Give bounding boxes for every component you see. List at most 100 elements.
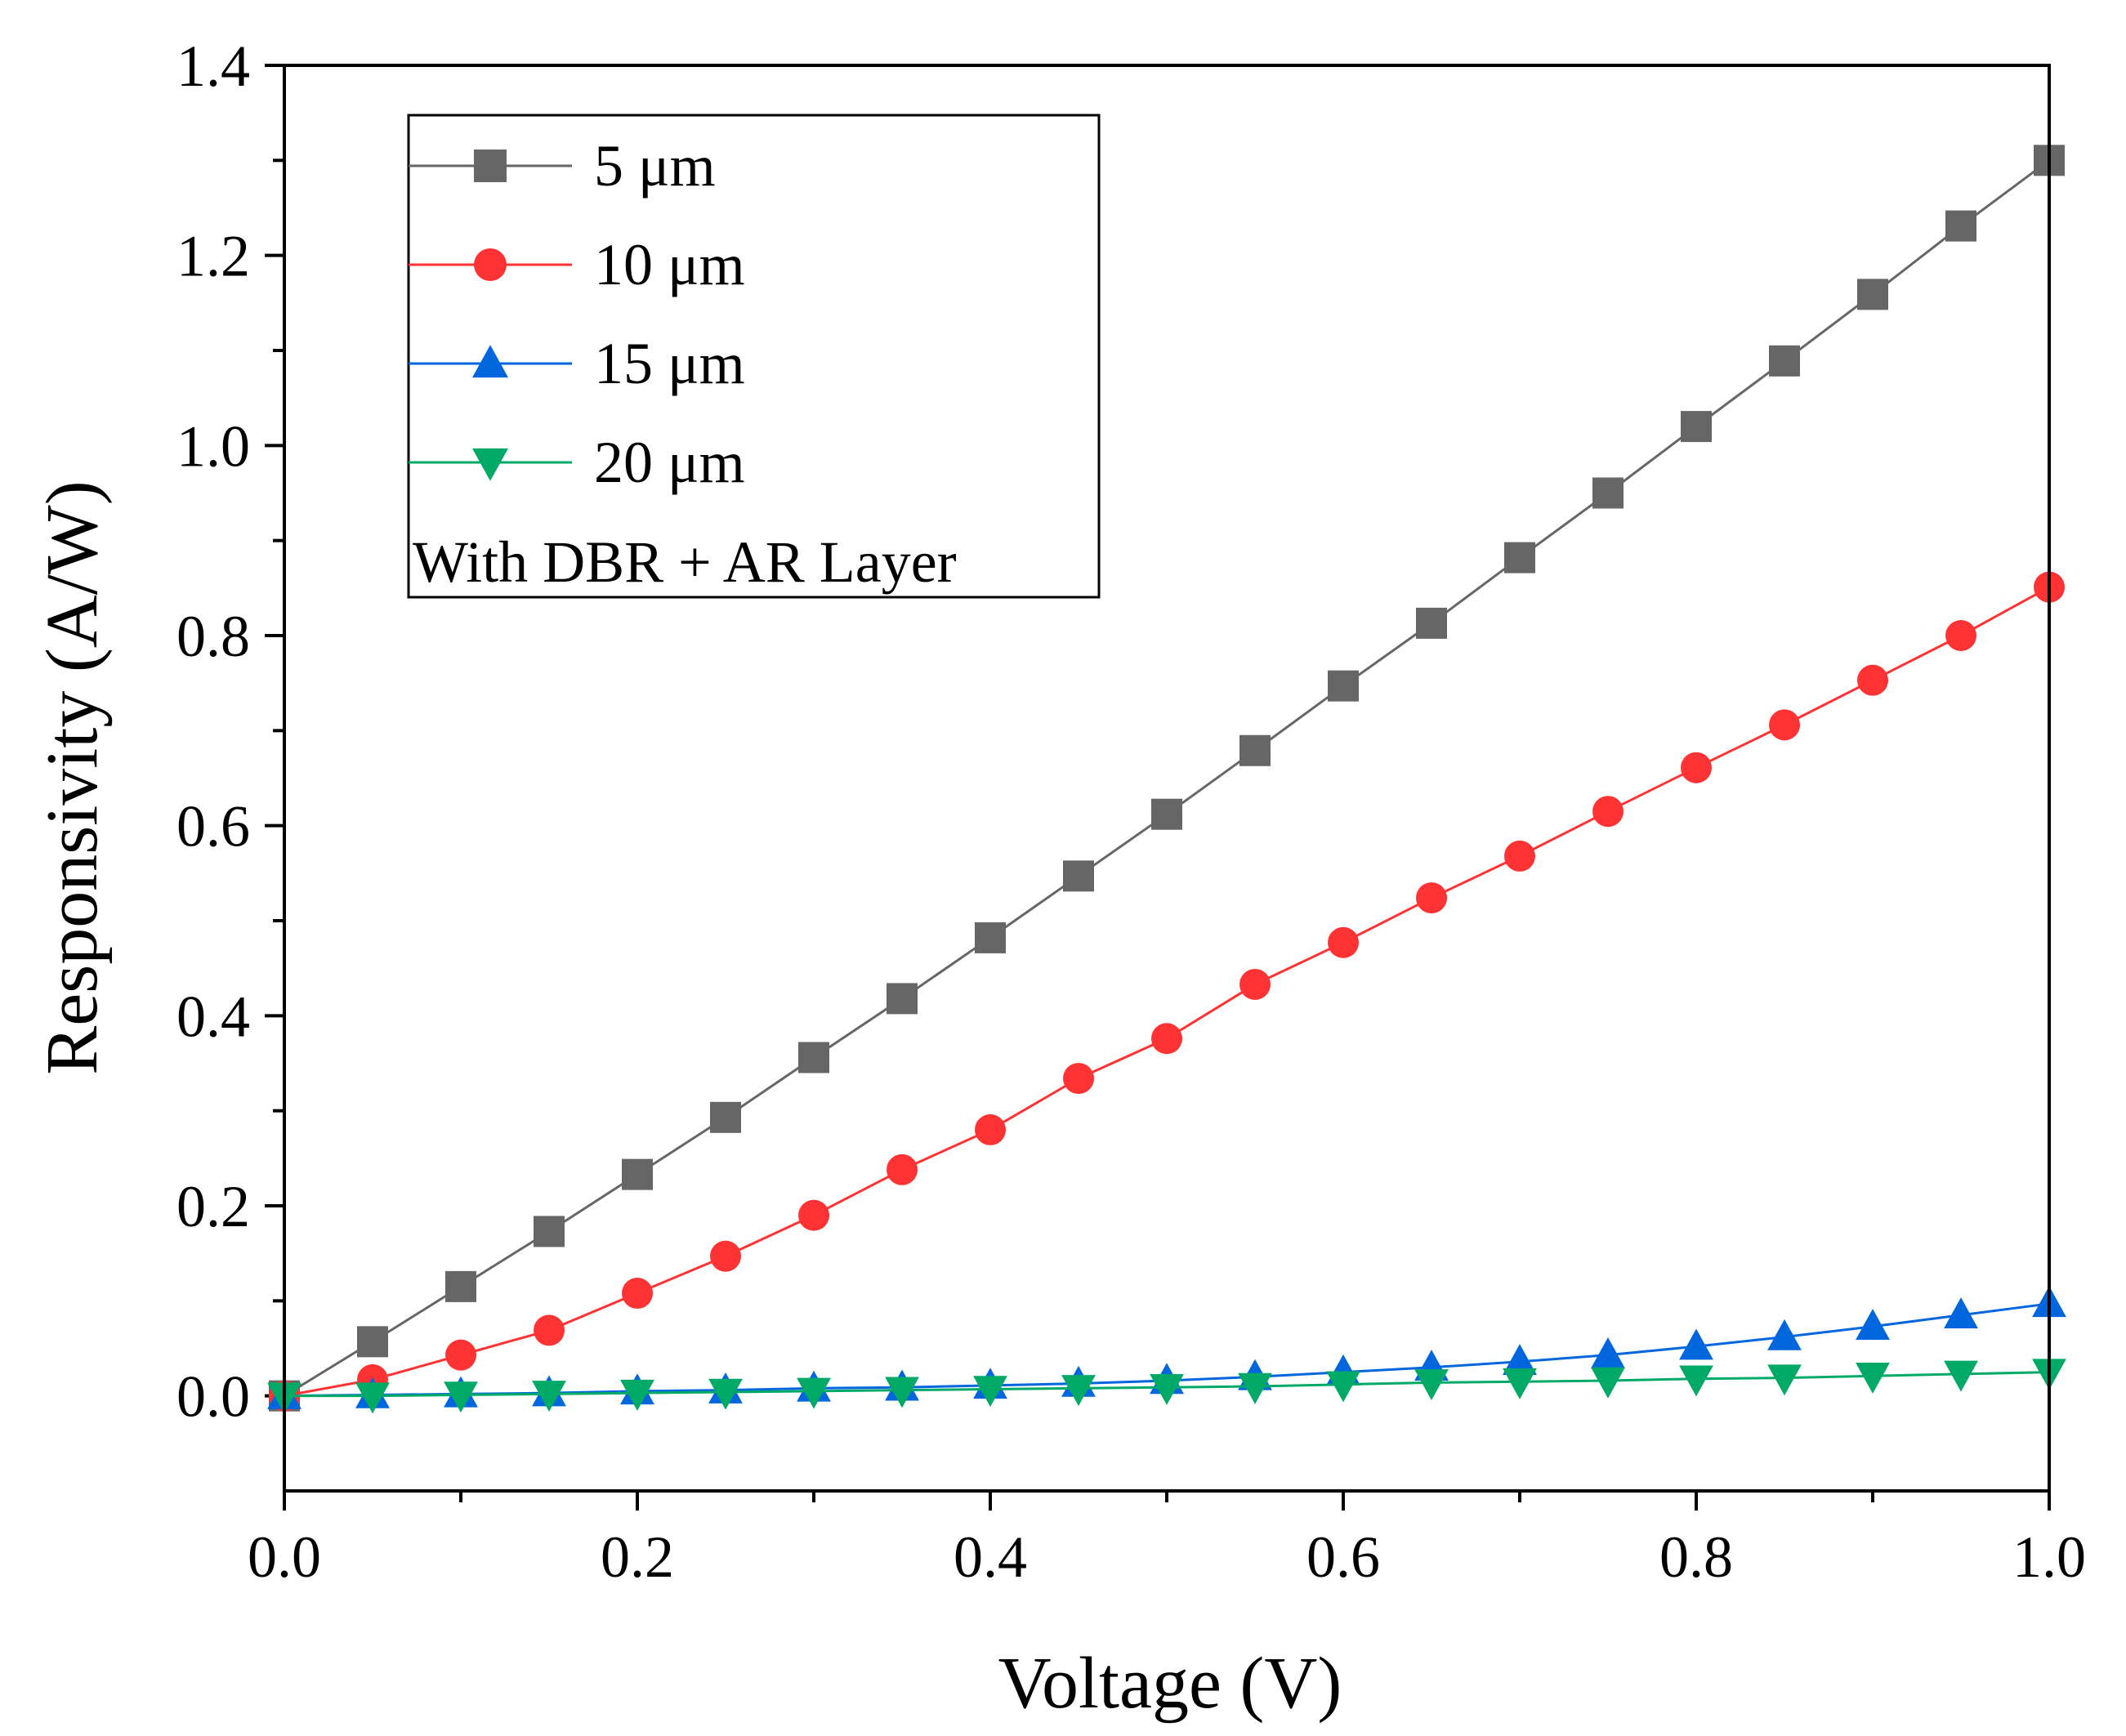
series-2-point bbox=[445, 1339, 476, 1371]
legend-label: 5 μm bbox=[594, 133, 716, 199]
series-1-point bbox=[1063, 860, 1094, 892]
series-1-point bbox=[357, 1326, 388, 1358]
series-4-point bbox=[355, 1382, 390, 1414]
legend-label: 15 μm bbox=[594, 331, 745, 396]
series-4-point bbox=[1856, 1362, 1890, 1394]
x-tick-label: 0.6 bbox=[1306, 1524, 1380, 1590]
series-4-point bbox=[1238, 1372, 1272, 1404]
series-4-point bbox=[1591, 1367, 1625, 1399]
series-4-point bbox=[1679, 1365, 1713, 1397]
series-1-point bbox=[1416, 607, 1447, 639]
series-2-point bbox=[534, 1314, 565, 1346]
series-2-point bbox=[1681, 752, 1712, 783]
series-4-point bbox=[1767, 1364, 1802, 1396]
tick-labels: 0.0 0.2 0.4 0.6 0.8 1.0 0.0 0.2 0.4 0.6 0.8 1.0 1.2 1… bbox=[176, 33, 2086, 1590]
series-4-point bbox=[444, 1381, 478, 1413]
series-1-point bbox=[1592, 477, 1624, 509]
series-1-point bbox=[1328, 670, 1359, 702]
series-2-point bbox=[1151, 1023, 1182, 1055]
plot-frame bbox=[283, 64, 2051, 1493]
x-tick-label: 0.0 bbox=[248, 1524, 321, 1590]
y-tick-label: 0.2 bbox=[176, 1174, 250, 1239]
series-4-point bbox=[797, 1377, 831, 1409]
legend-marker bbox=[474, 150, 507, 182]
series-1-point bbox=[1239, 734, 1271, 766]
series-4-point bbox=[1150, 1373, 1184, 1405]
series-2-point bbox=[1945, 620, 1976, 651]
series-3-point bbox=[1503, 1344, 1537, 1376]
y-tick-label: 1.0 bbox=[176, 413, 250, 479]
x-tick-label: 0.4 bbox=[954, 1524, 1027, 1590]
legend-marker bbox=[472, 345, 508, 378]
series-1-point bbox=[887, 983, 918, 1015]
series-2-point bbox=[975, 1113, 1006, 1145]
x-axis-title: Voltage (V) bbox=[998, 1643, 1342, 1724]
series-1-point bbox=[975, 922, 1006, 953]
series-1 bbox=[269, 145, 2065, 1412]
series-3-point bbox=[1591, 1337, 1625, 1368]
series-3-point bbox=[1679, 1328, 1713, 1360]
y-axis-title: Responsivity (A/W) bbox=[32, 480, 113, 1074]
axis-ticks bbox=[265, 64, 2051, 1511]
series-2-point bbox=[1328, 926, 1359, 958]
series-4-point bbox=[885, 1377, 919, 1408]
y-tick-label: 0.0 bbox=[176, 1364, 250, 1430]
series-1-point bbox=[1769, 345, 1800, 377]
x-tick-label: 1.0 bbox=[2012, 1524, 2086, 1590]
series-4-point bbox=[973, 1376, 1007, 1408]
series-1-point bbox=[534, 1216, 565, 1247]
legend-entries: 5 μm 10 μm 15 μm 20 μm bbox=[409, 133, 745, 495]
x-tick-label: 0.8 bbox=[1659, 1524, 1733, 1590]
series-1-point bbox=[1681, 411, 1712, 443]
legend-box bbox=[407, 114, 1101, 599]
series-4-point bbox=[1944, 1360, 1978, 1392]
series-4-point bbox=[1414, 1369, 1449, 1401]
series-3-point bbox=[1944, 1297, 1978, 1329]
y-tick-label: 0.8 bbox=[176, 604, 250, 669]
series-1-point bbox=[798, 1042, 829, 1073]
series-1-point bbox=[710, 1101, 741, 1133]
legend-marker bbox=[472, 448, 508, 481]
legend-entry-1: 5 μm bbox=[409, 133, 716, 199]
series-1-point bbox=[445, 1270, 476, 1302]
series-4 bbox=[267, 1359, 2066, 1414]
series-1-point bbox=[622, 1158, 653, 1190]
series-2-point bbox=[1416, 882, 1447, 914]
series-1-point bbox=[1857, 279, 1888, 310]
legend-entry-2: 10 μm bbox=[409, 232, 745, 297]
series-2-point bbox=[710, 1240, 741, 1272]
legend-label: 20 μm bbox=[594, 430, 745, 495]
series-4-point bbox=[1503, 1368, 1537, 1399]
legend-label: 10 μm bbox=[594, 232, 745, 297]
series-4-point bbox=[1326, 1371, 1360, 1403]
legend-entry-3: 15 μm bbox=[409, 331, 745, 396]
series-2-point bbox=[1857, 664, 1888, 696]
plot-series bbox=[267, 145, 2066, 1414]
series-2-point bbox=[1769, 709, 1800, 741]
y-tick-label: 0.6 bbox=[176, 794, 250, 859]
legend: 5 μm 10 μm 15 μm 20 μm With DBR + AR Layer bbox=[407, 114, 1101, 599]
series-1-point bbox=[1504, 542, 1535, 573]
series-2-point bbox=[798, 1199, 829, 1231]
series-4-point bbox=[620, 1379, 654, 1411]
series-4-point bbox=[532, 1381, 566, 1412]
series-1-point bbox=[1945, 210, 1976, 242]
series-3-point bbox=[1767, 1319, 1802, 1350]
legend-note: With DBR + AR Layer bbox=[413, 529, 957, 595]
y-tick-label: 1.4 bbox=[176, 33, 250, 99]
series-2-point bbox=[622, 1278, 653, 1310]
series-4-point bbox=[1061, 1375, 1096, 1407]
legend-entry-4: 20 μm bbox=[409, 430, 745, 495]
series-2-point bbox=[1592, 796, 1624, 828]
series-1-point bbox=[1151, 798, 1182, 830]
y-tick-label: 0.4 bbox=[176, 984, 250, 1049]
series-3-point bbox=[1856, 1309, 1890, 1340]
series-2-point bbox=[1239, 968, 1271, 1000]
series-4-point bbox=[708, 1378, 743, 1410]
y-tick-label: 1.2 bbox=[176, 224, 250, 289]
series-2-point bbox=[1504, 840, 1535, 872]
legend-marker bbox=[474, 248, 507, 281]
series-2-point bbox=[887, 1154, 918, 1185]
series-2-point bbox=[1063, 1063, 1094, 1095]
